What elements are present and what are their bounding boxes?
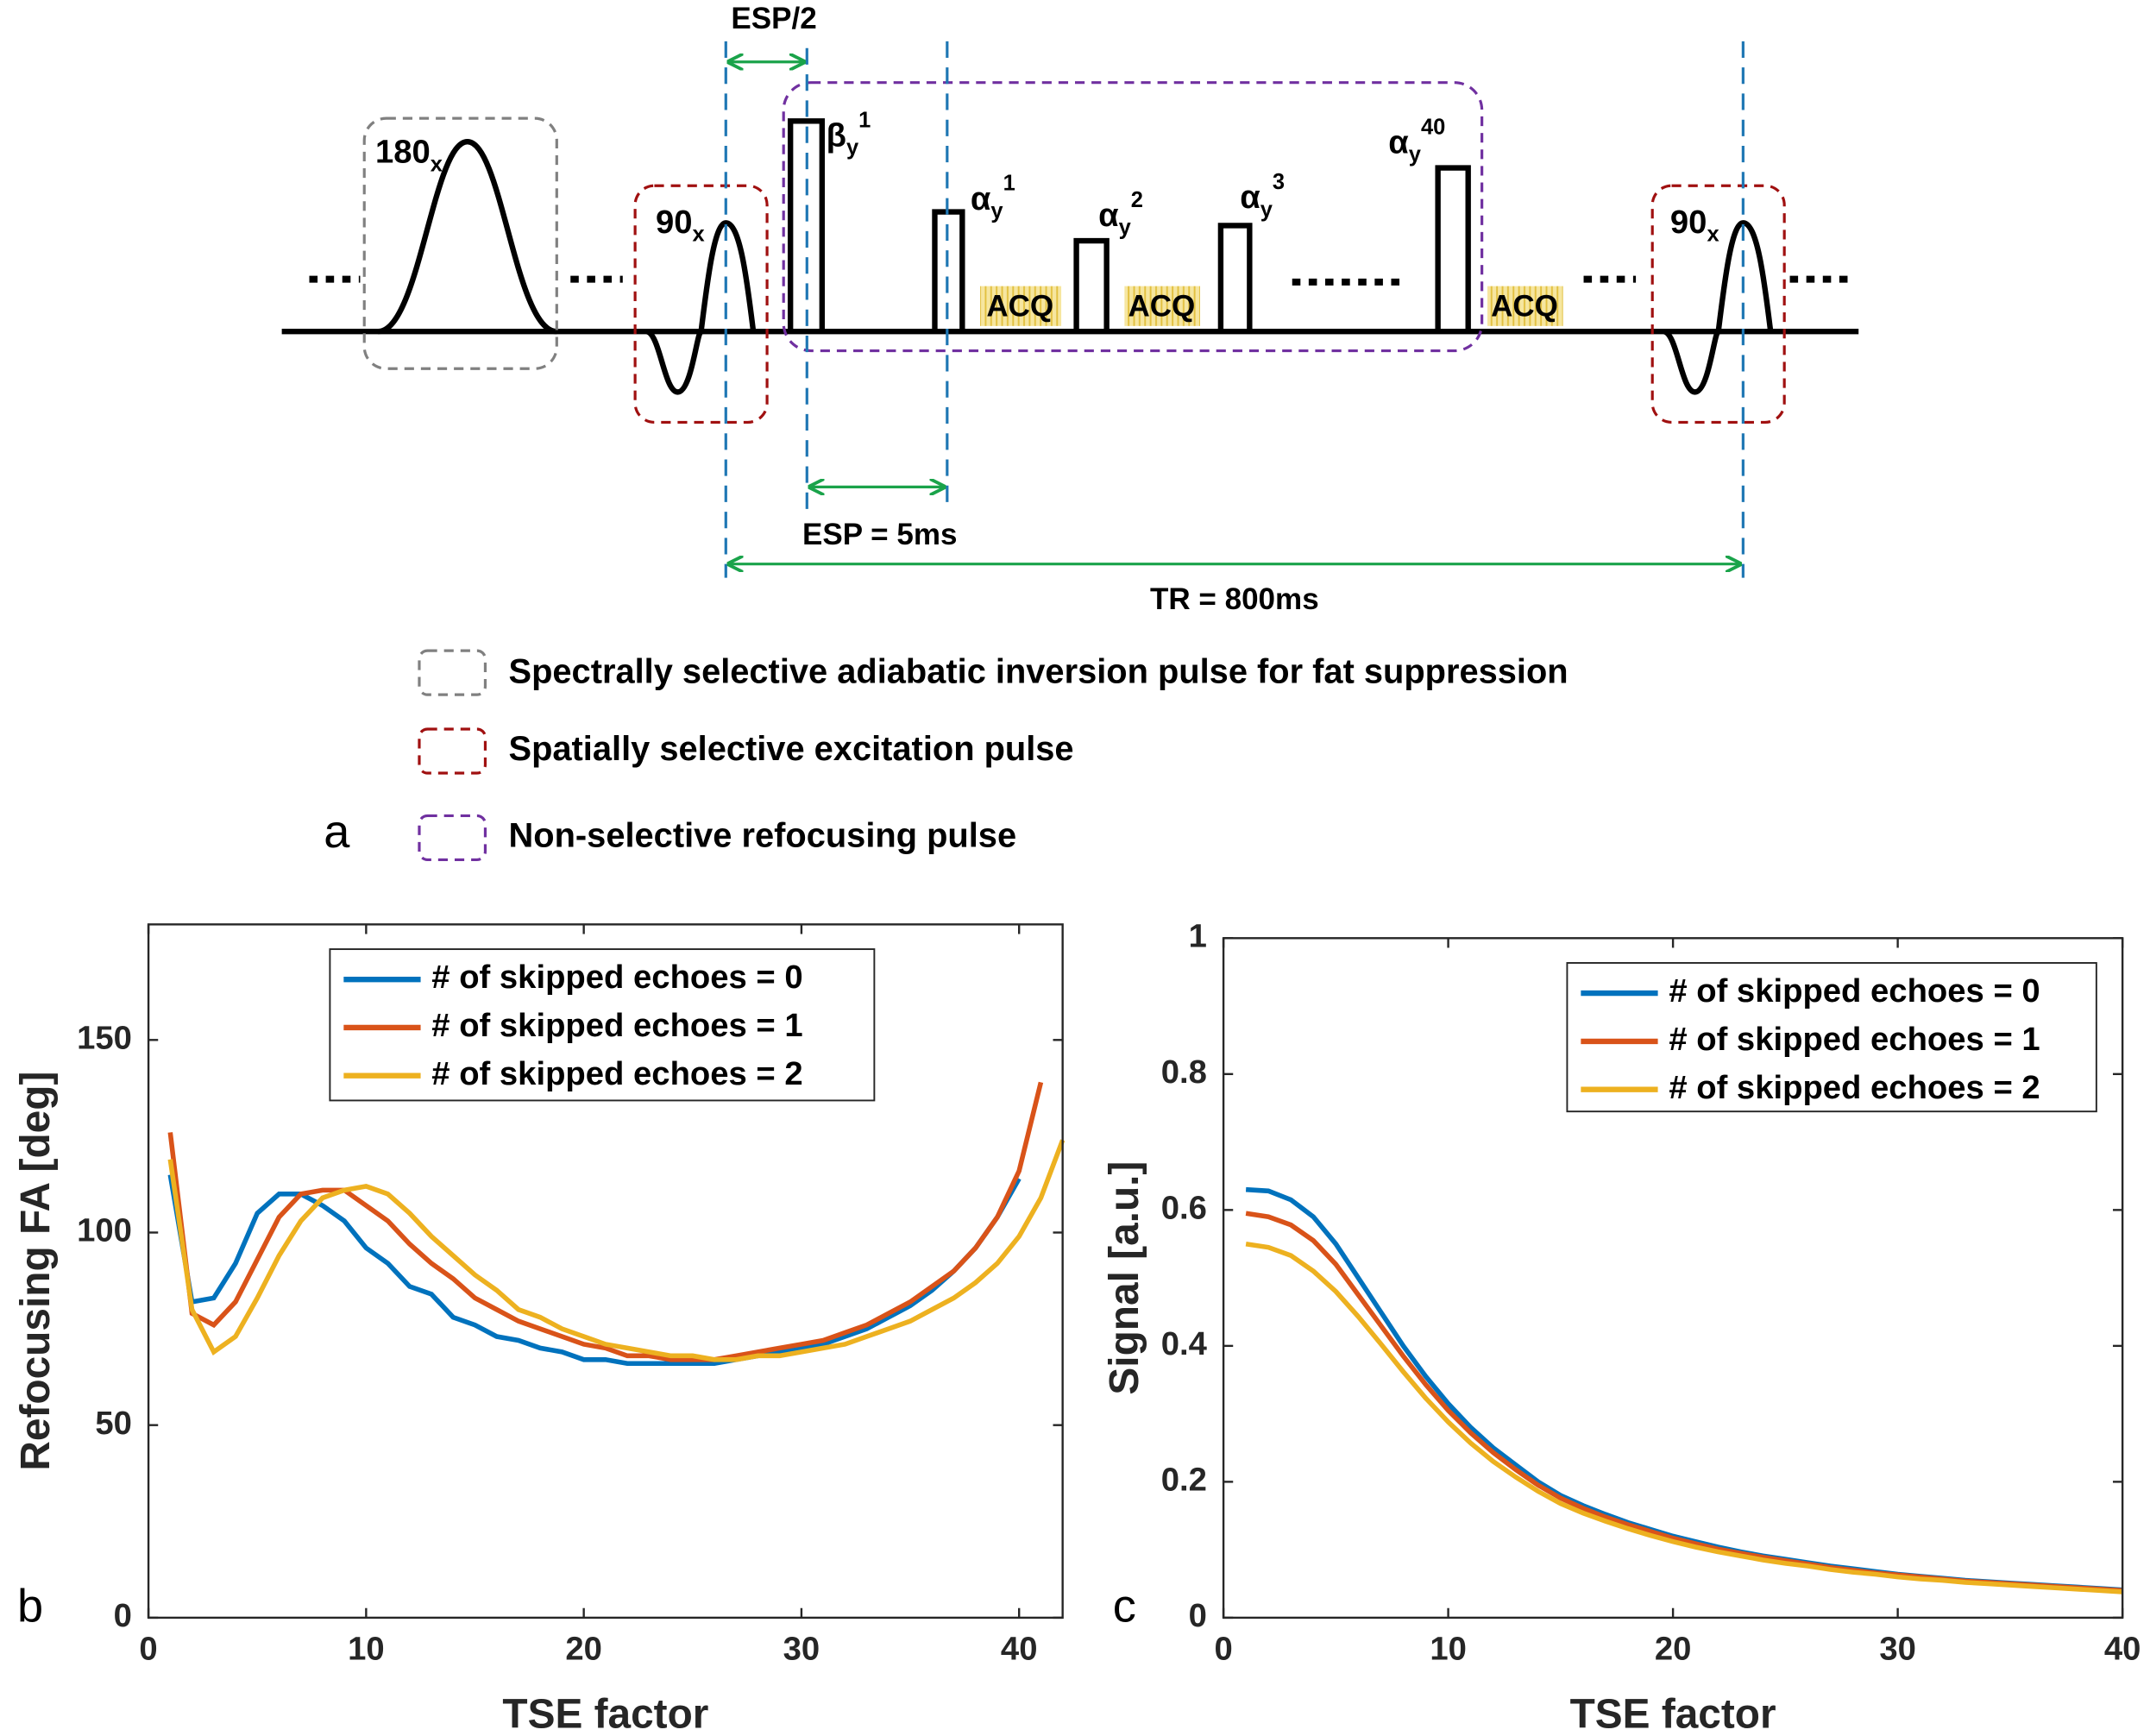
y-tick-label: 0.6 (1161, 1189, 1207, 1226)
x-tick-label: 30 (783, 1630, 820, 1667)
y-tick-label: 0 (1189, 1597, 1207, 1634)
label: ESP = 5ms (802, 518, 958, 551)
label-base: 90 (656, 204, 693, 241)
pulse-label: 90x (656, 204, 705, 246)
pulse-label: αy1 (971, 171, 1015, 223)
x-tick-label: 20 (1655, 1630, 1692, 1667)
label-sup: 40 (1421, 115, 1445, 139)
ellipsis (309, 275, 1850, 286)
x-axis-label: TSE factor (502, 1691, 708, 1736)
x-tick-label: 0 (1214, 1630, 1232, 1667)
label-base: α (1388, 124, 1409, 161)
label-sub: y (990, 198, 1003, 223)
y-tick-label: 1 (1189, 917, 1207, 954)
x-tick-label: 20 (565, 1630, 602, 1667)
acq-window (1124, 286, 1200, 326)
legend-label: # of skipped echoes = 2 (431, 1055, 802, 1092)
legend-swatch (418, 814, 487, 862)
label-sup: 3 (1273, 170, 1285, 194)
excitation-pulse (1662, 220, 1774, 395)
legend-label: # of skipped echoes = 0 (431, 959, 802, 996)
label-base: 90 (1670, 204, 1707, 241)
label-sub: y (846, 135, 859, 160)
acq-label: ACQ (1491, 289, 1558, 323)
y-tick-label: 100 (77, 1212, 132, 1249)
label-sub: y (1119, 215, 1132, 239)
legend-label: # of skipped echoes = 2 (1669, 1069, 2040, 1106)
y-tick-label: 150 (77, 1019, 132, 1056)
x-tick-label: 40 (2104, 1630, 2141, 1667)
label-sub: x (431, 152, 443, 176)
legend-swatch (418, 649, 487, 696)
label-base: β (827, 117, 846, 154)
refocusing-pulse (787, 118, 826, 332)
y-axis-label: Refocusing FA [deg] (13, 1072, 59, 1471)
pulse-label: βy 1 (827, 108, 871, 160)
acq-window (980, 286, 1062, 326)
y-tick-label: 50 (95, 1405, 132, 1442)
label-base: α (971, 180, 991, 217)
legend-label: Spectrally selective adiabatic inversion… (509, 653, 1568, 691)
data-line (167, 1139, 1066, 1362)
label-sub: y (1260, 198, 1273, 222)
y-axis-label: Signal [a.u.] (1102, 1161, 1147, 1395)
y-tick-label: 0.4 (1161, 1325, 1208, 1362)
x-tick-label: 10 (348, 1630, 385, 1667)
y-tick-label: 0.2 (1161, 1461, 1207, 1498)
panel-label: c (1113, 1581, 1136, 1632)
pulse-label: 180x (375, 134, 443, 176)
y-tick-label: 0.8 (1161, 1054, 1207, 1091)
plot-frame (1222, 937, 2124, 1620)
x-tick-label: 0 (139, 1630, 157, 1667)
x-tick-label: 40 (1001, 1630, 1038, 1667)
acq-label: ACQ (1128, 289, 1195, 323)
panel-label: a (324, 806, 350, 858)
excitation-box (633, 184, 769, 425)
label-sup: 1 (858, 108, 871, 132)
label-base: 180 (375, 134, 431, 171)
label-sub: x (1707, 222, 1719, 246)
inversion-box (362, 116, 558, 370)
x-tick-label: 10 (1430, 1630, 1467, 1667)
acq-window (1487, 286, 1563, 326)
label-sup: 1 (1003, 171, 1015, 195)
legend-swatch (418, 727, 487, 775)
inversion-pulse (377, 139, 557, 335)
acq-label: ACQ (986, 289, 1053, 323)
refocusing-pulse (1073, 237, 1110, 332)
data-line (167, 1081, 1044, 1362)
panel-label: b (17, 1581, 43, 1632)
x-tick-label: 30 (1879, 1630, 1916, 1667)
label-sub: x (693, 222, 705, 246)
legend-label: Spatially selective excitation pulse (509, 730, 1074, 768)
excitation-pulse (644, 220, 757, 395)
plot-frame (147, 923, 1064, 1620)
label: ESP/2 (731, 2, 816, 35)
label-base: α (1240, 179, 1260, 216)
label: TR = 800ms (1150, 582, 1319, 616)
refocusing-box (782, 81, 1484, 353)
legend-label: Non-selective refocusing pulse (509, 816, 1017, 854)
label-sub: y (1409, 142, 1422, 167)
excitation-box (1650, 184, 1786, 425)
pulse-label: αy3 (1240, 170, 1285, 222)
legend-label: # of skipped echoes = 1 (431, 1007, 802, 1044)
x-axis-label: TSE factor (1570, 1691, 1776, 1736)
legend-label: # of skipped echoes = 0 (1669, 972, 2040, 1010)
label-base: α (1098, 197, 1119, 234)
refocusing-pulse (1435, 165, 1471, 332)
label-sup: 2 (1131, 187, 1143, 211)
pulse-label: αy 2 (1098, 187, 1143, 239)
pulse-label: 90x (1670, 204, 1719, 246)
legend-label: # of skipped echoes = 1 (1669, 1021, 2040, 1058)
data-line (167, 1174, 1022, 1367)
sequence-diagram (281, 41, 1859, 862)
pulse-label: αy 40 (1388, 115, 1445, 167)
y-tick-label: 0 (114, 1597, 132, 1634)
refocusing-pulse (1217, 223, 1253, 332)
data-line (1245, 1241, 2123, 1594)
